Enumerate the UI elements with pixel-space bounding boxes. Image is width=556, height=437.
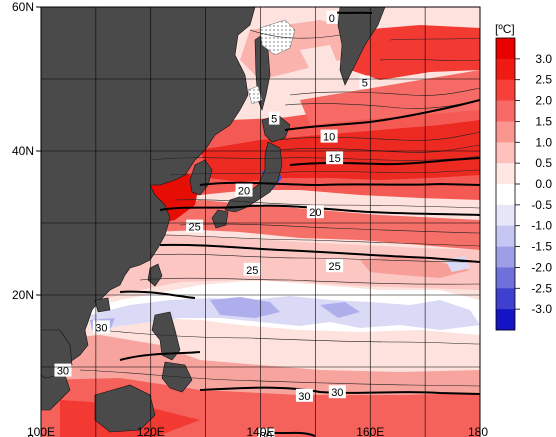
contour-label: 0 — [329, 13, 335, 25]
lon-tick-label: 160E — [356, 425, 384, 437]
lon-tick-label: 140E — [246, 425, 274, 437]
land-masses — [41, 7, 386, 433]
contour-label-bg — [235, 183, 253, 197]
colorbar-swatch — [496, 204, 515, 227]
contour-label-bg — [295, 388, 313, 402]
bold-contours — [119, 11, 480, 437]
colorbar-tick-label: 2.5 — [535, 73, 552, 87]
lat-tick-label: 0 — [27, 432, 34, 437]
contour-label-bg — [326, 151, 344, 165]
colorbar-tick-labels: 3.0 2.5 2.0 1.5 1.0 0.5 0.0 -0.5 -1.0 -1.5 -2.0 -2.… — [515, 52, 552, 316]
korea-peninsula — [189, 159, 213, 196]
colorbar-tick-label: -3.0 — [531, 302, 552, 316]
colorbar-tick-label: -2.5 — [531, 281, 552, 295]
sea-ice-area — [247, 85, 263, 105]
colorbar-tick-label: -1.0 — [531, 219, 552, 233]
contour-label-bg — [326, 259, 344, 273]
contour-label-bg — [257, 428, 275, 437]
colorbar-tick-label: -0.5 — [531, 198, 552, 212]
contour-label-bg — [326, 10, 338, 24]
colorbar-swatch — [496, 38, 515, 60]
contour-label-bg — [328, 385, 346, 399]
colorbar-unit-label: [ºC] — [495, 22, 515, 36]
colorbar-tick-label: -2.0 — [531, 260, 552, 274]
hainan-island — [94, 297, 111, 313]
colorbar-swatch — [496, 142, 515, 164]
colorbar-tick-label: 1.5 — [535, 114, 552, 128]
lat-tick-label: 20N — [12, 288, 34, 302]
kyushu-island — [211, 209, 229, 229]
colorbar-swatches — [496, 38, 515, 331]
thin-contours — [79, 29, 480, 387]
contour-label: 25 — [246, 265, 258, 277]
asia-mainland — [41, 7, 256, 411]
honshu-island — [224, 141, 283, 213]
contour-label: 30 — [331, 387, 343, 399]
lat-lon-grid — [41, 7, 480, 437]
contour-label: 5 — [362, 78, 368, 90]
contour-label: 25 — [328, 261, 340, 273]
taiwan-island — [147, 263, 163, 287]
axis-ticks: 0 20N 40N 60N 100E 120E 140E 160E 180 — [12, 0, 488, 437]
colorbar-tick-label: 0.0 — [535, 177, 552, 191]
borneo-island — [94, 384, 156, 433]
colorbar-swatch — [496, 184, 515, 206]
colorbar-tick-label: -1.5 — [531, 240, 552, 254]
sea-ice-area — [259, 19, 296, 56]
luzon-island — [151, 311, 181, 361]
lat-tick-label: 60N — [12, 0, 34, 14]
colorbar-swatch — [496, 58, 515, 81]
contour-label: 25 — [189, 222, 201, 234]
contour-label: 30 — [57, 366, 69, 378]
contour-label-bg — [320, 129, 338, 143]
colorbar-swatch — [496, 79, 515, 101]
colorbar-swatch — [496, 246, 515, 268]
colorbar-tick-label: 0.5 — [535, 156, 552, 170]
colorbar-swatch — [496, 100, 515, 122]
map-frame — [40, 6, 481, 437]
colorbar-swatch — [496, 225, 515, 247]
contour-label-bg — [243, 262, 261, 276]
contour-label: 5 — [271, 114, 277, 126]
contour-label-bg — [268, 111, 280, 125]
contour-label: 30 — [298, 391, 310, 403]
contour-label: 30 — [95, 322, 107, 334]
contour-label-bg — [92, 320, 110, 334]
contour-label-bg — [359, 75, 371, 89]
colorbar-swatch — [496, 309, 515, 331]
colorbar-swatch — [496, 288, 515, 310]
lon-tick-label: 100E — [27, 425, 55, 437]
contour-label: 15 — [328, 153, 340, 165]
colorbar-swatch — [496, 163, 515, 185]
colorbar: [ºC] 3.0 2.5 2.0 1.5 1.0 0.5 0.0 -0.5 -1.0 -1.5 -2… — [495, 22, 552, 331]
colorbar-tick-label: 3.0 — [535, 52, 552, 66]
colorbar-swatch — [496, 121, 515, 143]
contour-label: 10 — [323, 132, 335, 144]
colorbar-tick-label: 2.0 — [535, 94, 552, 108]
lon-tick-label: 120E — [137, 425, 165, 437]
contour-label: 20 — [238, 186, 250, 198]
colorbar-tick-label: 1.0 — [535, 135, 552, 149]
lat-tick-label: 40N — [12, 144, 34, 158]
lon-tick-label: 180 — [468, 425, 488, 437]
colorbar-swatch — [496, 267, 515, 289]
contour-label: 30 — [260, 430, 272, 437]
